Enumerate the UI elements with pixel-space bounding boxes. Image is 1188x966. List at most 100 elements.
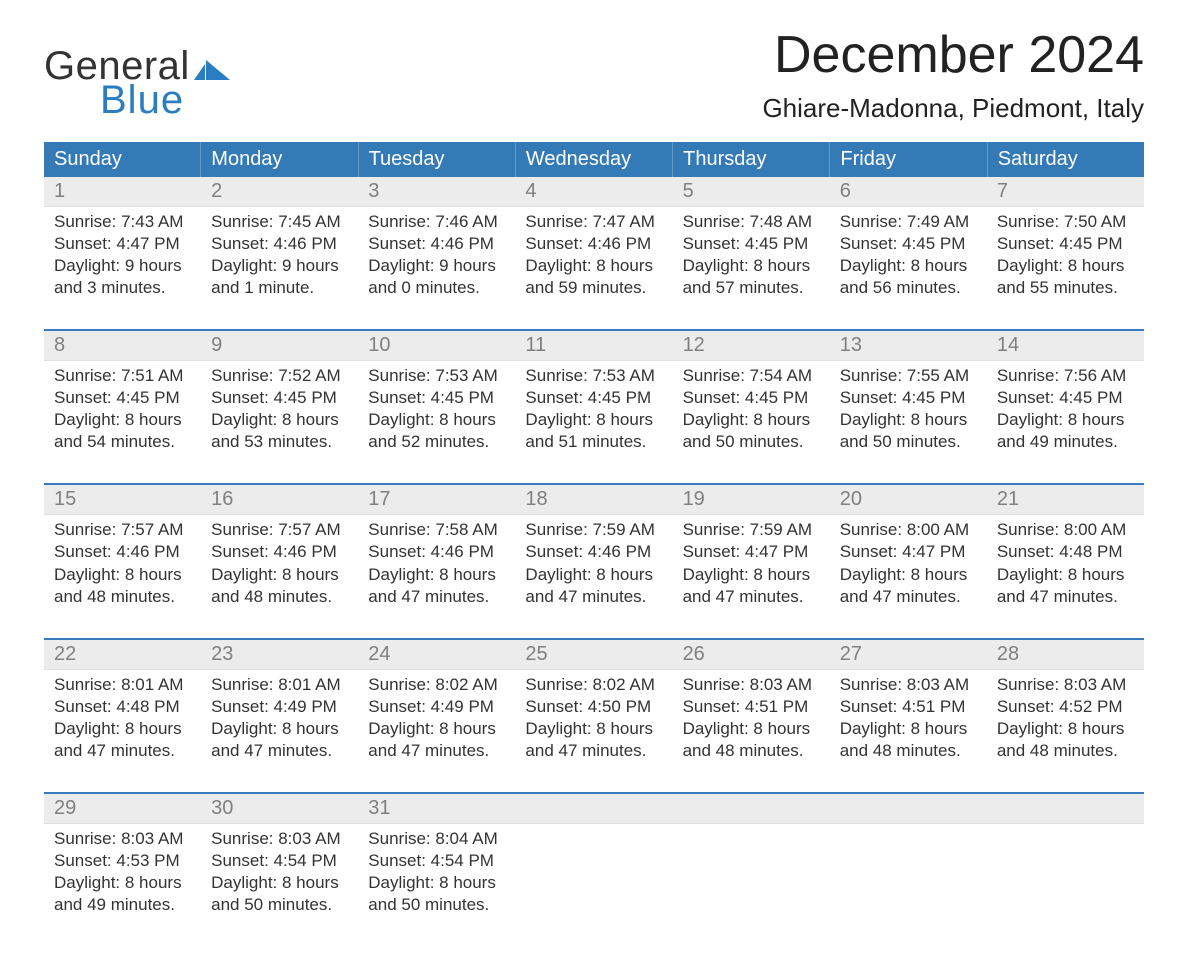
- date-number: 10: [358, 331, 515, 361]
- date-number: 28: [987, 640, 1144, 670]
- day-cell: 3Sunrise: 7:46 AMSunset: 4:46 PMDaylight…: [358, 177, 515, 309]
- daylight-line: Daylight: 8 hours and 50 minutes.: [840, 409, 977, 453]
- sunrise-line: Sunrise: 7:53 AM: [525, 365, 662, 387]
- day-details: Sunrise: 8:01 AMSunset: 4:49 PMDaylight:…: [201, 670, 358, 762]
- daylight-line: Daylight: 8 hours and 47 minutes.: [525, 564, 662, 608]
- day-details: Sunrise: 7:57 AMSunset: 4:46 PMDaylight:…: [201, 515, 358, 607]
- sunset-line: Sunset: 4:45 PM: [368, 387, 505, 409]
- weekday-header: Sunday: [44, 142, 201, 177]
- sunrise-line: Sunrise: 8:03 AM: [683, 674, 820, 696]
- daylight-line: Daylight: 8 hours and 47 minutes.: [840, 564, 977, 608]
- sunset-line: Sunset: 4:45 PM: [840, 387, 977, 409]
- daylight-line: Daylight: 8 hours and 47 minutes.: [211, 718, 348, 762]
- weekday-header: Saturday: [988, 142, 1144, 177]
- date-number: 12: [673, 331, 830, 361]
- sunrise-line: Sunrise: 8:01 AM: [211, 674, 348, 696]
- day-details: Sunrise: 7:55 AMSunset: 4:45 PMDaylight:…: [830, 361, 987, 453]
- brand-logo: General Blue: [44, 28, 230, 120]
- week-row: 1Sunrise: 7:43 AMSunset: 4:47 PMDaylight…: [44, 177, 1144, 309]
- daylight-line: Daylight: 8 hours and 47 minutes.: [683, 564, 820, 608]
- date-number: 11: [515, 331, 672, 361]
- sunrise-line: Sunrise: 7:56 AM: [997, 365, 1134, 387]
- sunrise-line: Sunrise: 7:55 AM: [840, 365, 977, 387]
- daylight-line: Daylight: 8 hours and 47 minutes.: [54, 718, 191, 762]
- day-details: Sunrise: 7:48 AMSunset: 4:45 PMDaylight:…: [673, 207, 830, 299]
- date-number: 15: [44, 485, 201, 515]
- sunset-line: Sunset: 4:45 PM: [525, 387, 662, 409]
- sunrise-line: Sunrise: 7:52 AM: [211, 365, 348, 387]
- logo-word-blue: Blue: [100, 80, 230, 120]
- day-cell: 25Sunrise: 8:02 AMSunset: 4:50 PMDayligh…: [515, 640, 672, 772]
- date-number: 7: [987, 177, 1144, 207]
- sunrise-line: Sunrise: 7:43 AM: [54, 211, 191, 233]
- daylight-line: Daylight: 8 hours and 56 minutes.: [840, 255, 977, 299]
- sunrise-line: Sunrise: 8:04 AM: [368, 828, 505, 850]
- day-cell: 20Sunrise: 8:00 AMSunset: 4:47 PMDayligh…: [830, 485, 987, 617]
- sunset-line: Sunset: 4:48 PM: [997, 541, 1134, 563]
- date-number: 3: [358, 177, 515, 207]
- sunset-line: Sunset: 4:47 PM: [683, 541, 820, 563]
- sunrise-line: Sunrise: 7:54 AM: [683, 365, 820, 387]
- date-number: 29: [44, 794, 201, 824]
- date-number: [515, 794, 672, 824]
- day-cell: 7Sunrise: 7:50 AMSunset: 4:45 PMDaylight…: [987, 177, 1144, 309]
- day-cell: [515, 794, 672, 926]
- day-cell: 15Sunrise: 7:57 AMSunset: 4:46 PMDayligh…: [44, 485, 201, 617]
- day-details: Sunrise: 8:02 AMSunset: 4:49 PMDaylight:…: [358, 670, 515, 762]
- sunrise-line: Sunrise: 7:48 AM: [683, 211, 820, 233]
- day-details: Sunrise: 8:00 AMSunset: 4:48 PMDaylight:…: [987, 515, 1144, 607]
- sunrise-line: Sunrise: 7:45 AM: [211, 211, 348, 233]
- date-number: 30: [201, 794, 358, 824]
- sunset-line: Sunset: 4:54 PM: [211, 850, 348, 872]
- date-number: 19: [673, 485, 830, 515]
- date-number: 27: [830, 640, 987, 670]
- sunset-line: Sunset: 4:45 PM: [683, 387, 820, 409]
- day-details: Sunrise: 7:47 AMSunset: 4:46 PMDaylight:…: [515, 207, 672, 299]
- day-details: Sunrise: 8:04 AMSunset: 4:54 PMDaylight:…: [358, 824, 515, 916]
- sunrise-line: Sunrise: 8:03 AM: [997, 674, 1134, 696]
- day-cell: 19 Sunrise: 7:59 AMSunset: 4:47 PMDayligh…: [673, 485, 830, 617]
- day-cell: 12Sunrise: 7:54 AMSunset: 4:45 PMDayligh…: [673, 331, 830, 463]
- date-number: 8: [44, 331, 201, 361]
- weekday-header: Thursday: [673, 142, 830, 177]
- daylight-line: Daylight: 8 hours and 55 minutes.: [997, 255, 1134, 299]
- sunrise-line: Sunrise: 8:03 AM: [54, 828, 191, 850]
- sunset-line: Sunset: 4:45 PM: [997, 233, 1134, 255]
- day-cell: 1Sunrise: 7:43 AMSunset: 4:47 PMDaylight…: [44, 177, 201, 309]
- sunrise-line: Sunrise: 7:59 AM: [525, 519, 662, 541]
- week-spacer: [44, 772, 1144, 792]
- day-cell: 10Sunrise: 7:53 AMSunset: 4:45 PMDayligh…: [358, 331, 515, 463]
- day-details: Sunrise: 7:54 AMSunset: 4:45 PMDaylight:…: [673, 361, 830, 453]
- day-details: Sunrise: 7:58 AMSunset: 4:46 PMDaylight:…: [358, 515, 515, 607]
- sunset-line: Sunset: 4:51 PM: [683, 696, 820, 718]
- date-number: 6: [830, 177, 987, 207]
- daylight-line: Daylight: 8 hours and 50 minutes.: [211, 872, 348, 916]
- sunrise-line: Sunrise: 8:02 AM: [368, 674, 505, 696]
- date-number: 26: [673, 640, 830, 670]
- date-number: [830, 794, 987, 824]
- sunrise-line: Sunrise: 7:49 AM: [840, 211, 977, 233]
- sunrise-line: Sunrise: 7:46 AM: [368, 211, 505, 233]
- weekday-header: Monday: [201, 142, 358, 177]
- day-cell: 18Sunrise: 7:59 AMSunset: 4:46 PMDayligh…: [515, 485, 672, 617]
- day-details: Sunrise: 7:53 AMSunset: 4:45 PMDaylight:…: [515, 361, 672, 453]
- calendar-weeks: 1Sunrise: 7:43 AMSunset: 4:47 PMDaylight…: [44, 177, 1144, 927]
- date-number: 9: [201, 331, 358, 361]
- sunrise-line: Sunrise: 7:59 AM: [683, 519, 820, 541]
- date-number: 24: [358, 640, 515, 670]
- daylight-line: Daylight: 8 hours and 53 minutes.: [211, 409, 348, 453]
- date-number: 31: [358, 794, 515, 824]
- daylight-line: Daylight: 8 hours and 51 minutes.: [525, 409, 662, 453]
- sunrise-line: Sunrise: 7:53 AM: [368, 365, 505, 387]
- sunset-line: Sunset: 4:49 PM: [368, 696, 505, 718]
- week-spacer: [44, 309, 1144, 329]
- sunset-line: Sunset: 4:45 PM: [683, 233, 820, 255]
- sunset-line: Sunset: 4:53 PM: [54, 850, 191, 872]
- sunrise-line: Sunrise: 7:47 AM: [525, 211, 662, 233]
- month-title: December 2024: [762, 28, 1144, 83]
- sunset-line: Sunset: 4:46 PM: [368, 233, 505, 255]
- date-number: 25: [515, 640, 672, 670]
- day-details: Sunrise: 7:51 AMSunset: 4:45 PMDaylight:…: [44, 361, 201, 453]
- sunset-line: Sunset: 4:54 PM: [368, 850, 505, 872]
- day-details: Sunrise: 7:45 AMSunset: 4:46 PMDaylight:…: [201, 207, 358, 299]
